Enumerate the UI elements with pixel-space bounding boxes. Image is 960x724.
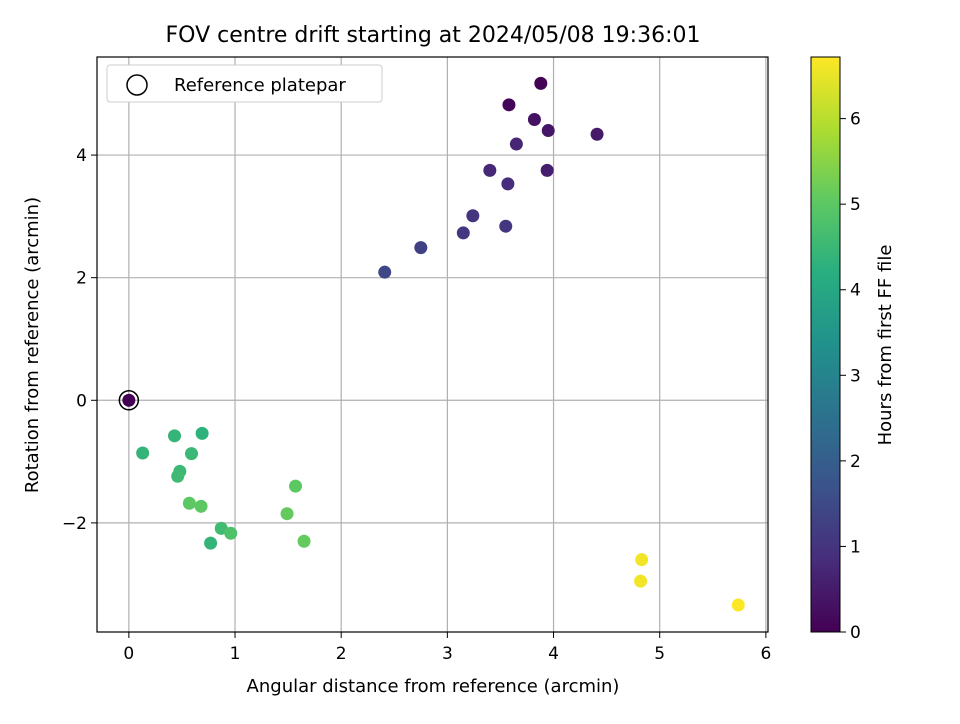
y-axis-label: Rotation from reference (arcmin) <box>22 197 43 493</box>
legend-box <box>106 64 383 103</box>
data-point-11 <box>499 219 513 233</box>
data-point-26 <box>289 479 303 493</box>
y-tick-label: 2 <box>76 269 87 289</box>
data-point-25 <box>194 499 208 513</box>
x-tick-label: 6 <box>760 644 771 664</box>
y-tick-label: −2 <box>62 514 87 534</box>
data-point-14 <box>378 265 392 279</box>
colorbar-tick-label: 0 <box>850 623 861 643</box>
data-point-13 <box>414 241 428 255</box>
data-point-8 <box>483 163 497 177</box>
data-point-3 <box>527 113 541 127</box>
data-point-23 <box>224 526 238 540</box>
y-tick-label: 4 <box>76 146 87 166</box>
data-point-16 <box>168 429 182 443</box>
data-point-10 <box>466 209 480 223</box>
colorbar-tick-label: 2 <box>850 452 861 472</box>
grid-lines <box>97 57 768 632</box>
data-point-22 <box>214 521 228 535</box>
legend: Reference platepar <box>106 64 383 103</box>
colorbar-tick-label: 4 <box>850 281 861 301</box>
plot-frame <box>96 56 769 633</box>
data-point-7 <box>509 137 523 151</box>
colorbar-tick-label: 6 <box>850 110 861 130</box>
x-axis-label: Angular distance from reference (arcmin) <box>247 676 620 697</box>
data-point-12 <box>456 226 470 240</box>
x-tick-label: 1 <box>230 644 241 664</box>
data-point-9 <box>501 177 515 191</box>
data-point-1 <box>534 76 548 90</box>
data-point-5 <box>590 127 604 141</box>
data-point-20 <box>171 469 185 483</box>
data-point-31 <box>731 598 745 612</box>
x-tick-label: 0 <box>123 644 134 664</box>
legend-label-reference: Reference platepar <box>174 75 346 96</box>
data-point-28 <box>297 534 311 548</box>
data-point-2 <box>502 98 516 112</box>
colorbar-gradient <box>810 56 841 633</box>
data-point-29 <box>635 553 649 567</box>
reference-platepar-marker <box>118 390 140 411</box>
plot-area <box>97 57 768 632</box>
data-point-4 <box>541 124 555 138</box>
data-points <box>118 76 745 612</box>
colorbar: 0 1 2 3 4 5 6 Hours from first FF file <box>810 56 896 643</box>
colorbar-ticks: 0 1 2 3 4 5 6 <box>840 110 861 643</box>
data-point-6 <box>540 163 554 177</box>
colorbar-tick-label: 3 <box>850 366 861 386</box>
x-tick-label: 3 <box>442 644 453 664</box>
y-axis-ticks: −2 0 2 4 <box>62 146 97 534</box>
data-point-17 <box>136 446 150 460</box>
data-point-24 <box>182 496 196 510</box>
x-tick-label: 5 <box>654 644 665 664</box>
x-tick-label: 2 <box>336 644 347 664</box>
data-point-18 <box>184 447 198 461</box>
data-point-27 <box>280 507 294 521</box>
data-point-0 <box>122 393 136 407</box>
x-tick-label: 4 <box>548 644 559 664</box>
chart-title: FOV centre drift starting at 2024/05/08 … <box>166 23 701 48</box>
data-point-30 <box>634 574 648 588</box>
colorbar-tick-label: 5 <box>850 195 861 215</box>
colorbar-tick-label: 1 <box>850 537 861 557</box>
x-axis-ticks: 0 1 2 3 4 5 6 <box>123 632 771 664</box>
legend-marker-reference <box>126 74 148 96</box>
colorbar-label: Hours from first FF file <box>875 245 896 446</box>
y-tick-label: 0 <box>76 391 87 411</box>
data-point-15 <box>195 426 209 440</box>
data-point-21 <box>204 536 218 550</box>
